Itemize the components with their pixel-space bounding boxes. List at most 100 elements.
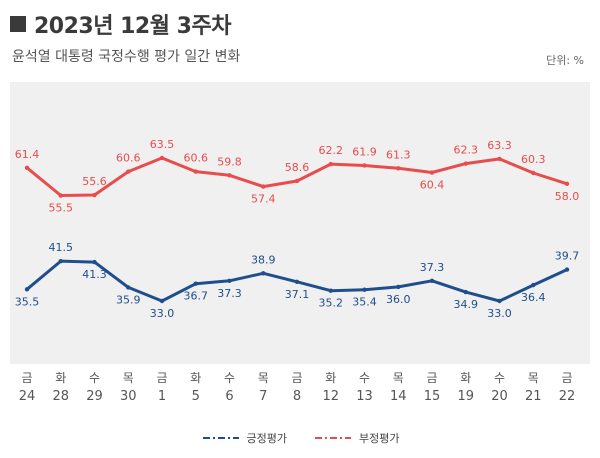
legend-negative-line-icon bbox=[315, 437, 351, 439]
legend-item-positive: 긍정평가 bbox=[201, 430, 287, 446]
data-point bbox=[463, 289, 468, 295]
x-tick-day: 금 bbox=[426, 371, 437, 385]
data-point bbox=[497, 156, 502, 162]
data-label: 63.3 bbox=[487, 139, 512, 152]
data-point bbox=[362, 287, 367, 292]
data-point bbox=[564, 267, 570, 272]
x-tick-date: 21 bbox=[525, 389, 542, 404]
data-point bbox=[328, 161, 333, 167]
data-label: 37.3 bbox=[217, 287, 242, 300]
data-label: 41.3 bbox=[82, 268, 107, 281]
data-label: 37.1 bbox=[285, 288, 310, 301]
series-lines bbox=[24, 155, 570, 304]
data-point bbox=[227, 173, 232, 178]
x-tick-date: 29 bbox=[86, 389, 103, 404]
data-point bbox=[463, 161, 468, 166]
data-label: 62.3 bbox=[454, 144, 479, 157]
data-label: 35.9 bbox=[116, 293, 141, 306]
x-tick-day: 화 bbox=[55, 371, 66, 385]
data-point bbox=[159, 298, 165, 304]
legend: 긍정평가 부정평가 bbox=[0, 430, 600, 446]
data-label: 38.9 bbox=[251, 253, 276, 266]
legend-positive-line-icon bbox=[202, 437, 239, 439]
data-label: 36.4 bbox=[521, 291, 546, 304]
data-label: 63.5 bbox=[150, 138, 175, 151]
data-label: 62.2 bbox=[319, 144, 344, 157]
data-label: 55.5 bbox=[49, 202, 74, 215]
x-tick-day: 금 bbox=[156, 371, 167, 385]
legend-label-negative: 부정평가 bbox=[359, 432, 400, 445]
data-point bbox=[294, 178, 300, 184]
data-label: 36.0 bbox=[386, 293, 411, 306]
data-point bbox=[396, 284, 401, 290]
data-label: 57.4 bbox=[251, 193, 276, 206]
data-labels: 35.5 41.5 41.3 35.9 33.0 36.7 37.3 38.9 37.1 35.2… bbox=[15, 138, 580, 320]
data-point bbox=[328, 288, 333, 293]
data-label: 61.4 bbox=[15, 148, 40, 161]
x-tick-day: 목 bbox=[393, 371, 404, 385]
data-label: 33.0 bbox=[487, 307, 512, 320]
data-point bbox=[24, 165, 30, 171]
data-point bbox=[92, 192, 97, 198]
x-tick-date: 7 bbox=[259, 389, 267, 404]
x-tick-date: 5 bbox=[192, 389, 200, 404]
data-point bbox=[58, 193, 63, 198]
data-point bbox=[92, 259, 97, 265]
data-point bbox=[531, 282, 536, 288]
x-tick-day: 수 bbox=[359, 371, 370, 385]
data-label: 59.8 bbox=[217, 155, 242, 168]
x-tick-date: 30 bbox=[120, 389, 137, 404]
x-tick-date: 24 bbox=[19, 389, 36, 404]
x-tick-date: 8 bbox=[293, 389, 301, 404]
data-point bbox=[159, 155, 165, 161]
x-tick-date: 22 bbox=[559, 389, 576, 404]
data-point bbox=[126, 169, 131, 174]
x-tick-date: 15 bbox=[424, 389, 441, 404]
data-point bbox=[261, 271, 266, 276]
x-tick-day: 목 bbox=[258, 371, 269, 385]
data-point bbox=[429, 170, 435, 175]
data-label: 33.0 bbox=[150, 307, 175, 320]
data-label: 58.0 bbox=[555, 190, 580, 203]
data-point bbox=[193, 169, 198, 174]
data-point bbox=[193, 281, 198, 286]
data-label: 35.4 bbox=[352, 296, 377, 309]
x-tick-day: 금 bbox=[561, 371, 572, 385]
data-label: 39.7 bbox=[555, 250, 580, 263]
data-point bbox=[227, 278, 232, 284]
data-label: 60.6 bbox=[116, 152, 141, 165]
data-point bbox=[58, 258, 63, 264]
x-tick-date: 6 bbox=[225, 389, 233, 404]
x-tick-day: 화 bbox=[190, 371, 201, 385]
data-label: 34.9 bbox=[454, 298, 479, 311]
data-point bbox=[294, 279, 300, 284]
legend-label-positive: 긍정평가 bbox=[246, 432, 287, 445]
x-tick-day: 목 bbox=[528, 371, 539, 385]
data-label: 61.3 bbox=[386, 148, 411, 161]
data-label: 55.6 bbox=[82, 175, 107, 188]
data-point bbox=[396, 166, 401, 171]
page-heading: 2023년 12월 3주차 bbox=[10, 8, 231, 40]
x-axis-ticks: 금 24 화 28 수 29 목 30 금 1 화 5 수 6 목 7 금 8 화 12 수 13 목 14 금 15 화 19 수 20… bbox=[19, 371, 576, 404]
data-label: 37.3 bbox=[420, 261, 445, 274]
data-point bbox=[126, 285, 131, 290]
x-tick-date: 19 bbox=[457, 389, 474, 404]
x-tick-date: 28 bbox=[52, 389, 69, 404]
heading-square-icon bbox=[10, 16, 26, 32]
x-tick-date: 13 bbox=[356, 389, 373, 404]
x-tick-day: 수 bbox=[89, 371, 100, 385]
legend-item-negative: 부정평가 bbox=[313, 430, 399, 446]
x-tick-date: 12 bbox=[322, 389, 339, 404]
x-tick-day: 금 bbox=[21, 371, 32, 385]
data-label: 41.5 bbox=[49, 241, 74, 254]
data-point bbox=[497, 298, 502, 304]
data-label: 58.6 bbox=[285, 161, 310, 174]
x-tick-day: 목 bbox=[123, 371, 134, 385]
data-point bbox=[564, 181, 570, 186]
x-tick-date: 14 bbox=[390, 389, 407, 404]
x-tick-day: 화 bbox=[460, 371, 471, 385]
data-label: 36.7 bbox=[184, 290, 209, 303]
data-label: 61.9 bbox=[352, 146, 377, 159]
line-chart: 35.5 41.5 41.3 35.9 33.0 36.7 37.3 38.9 37.1 35.2… bbox=[15, 138, 580, 404]
x-tick-date: 20 bbox=[491, 389, 508, 404]
